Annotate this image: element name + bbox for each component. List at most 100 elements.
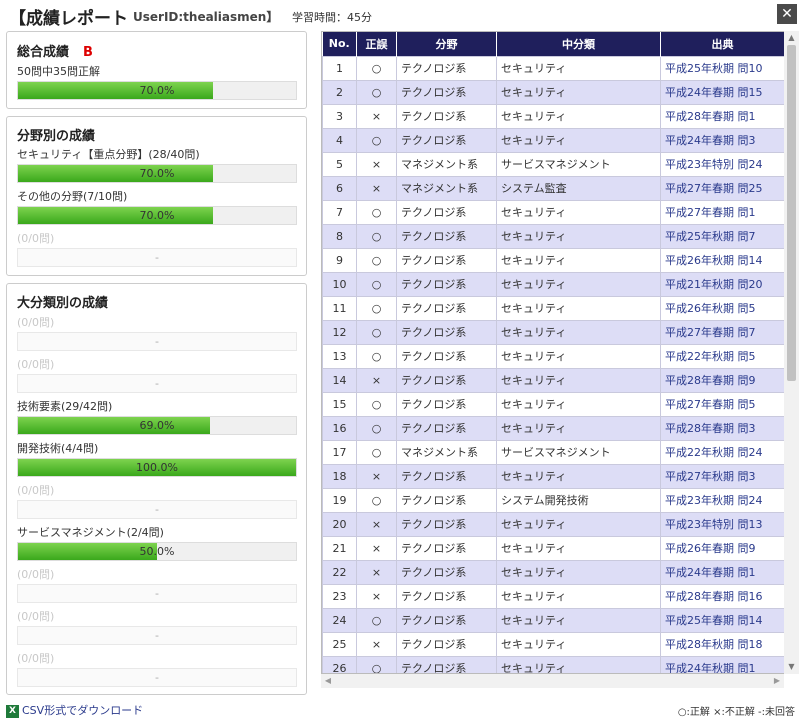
major-label: (0/0問): [17, 358, 55, 371]
close-button[interactable]: ✕: [777, 4, 797, 24]
result-mark: ×: [356, 103, 397, 129]
horizontal-scrollbar[interactable]: ◀ ▶: [321, 674, 784, 688]
csv-download-link[interactable]: X CSV形式でダウンロード: [6, 702, 143, 718]
table-row: 2 ○ テクノロジ系 セキュリティ 平成24年春期 問15: [322, 79, 785, 105]
major-progress-bar: -: [17, 332, 297, 351]
field-cell: テクノロジ系: [396, 247, 497, 273]
progress-fill: [18, 543, 157, 560]
field-cell: テクノロジ系: [396, 79, 497, 105]
major-label: (0/0問): [17, 610, 55, 623]
column-header-no: No.: [322, 32, 357, 56]
category-cell: セキュリティ: [496, 391, 661, 417]
result-mark: ○: [356, 295, 397, 321]
result-mark: ○: [356, 271, 397, 297]
table-row: 10 ○ テクノロジ系 セキュリティ 平成21年秋期 問20: [322, 271, 785, 297]
source-link[interactable]: 平成24年春期 問3: [660, 127, 785, 153]
result-mark: ×: [356, 511, 397, 537]
field-label: セキュリティ【重点分野】(28/40問): [17, 148, 200, 161]
field-cell: テクノロジ系: [396, 463, 497, 489]
field-cell: テクノロジ系: [396, 559, 497, 585]
question-number: 14: [322, 367, 357, 393]
category-cell: セキュリティ: [496, 199, 661, 225]
source-link[interactable]: 平成21年秋期 問20: [660, 271, 785, 297]
source-link[interactable]: 平成27年春期 問25: [660, 175, 785, 201]
progress-fill: [18, 82, 213, 99]
scroll-right-icon[interactable]: ▶: [773, 676, 781, 685]
category-cell: セキュリティ: [496, 247, 661, 273]
major-panel: 大分類別の成績 (0/0問) - (0/0問) - 技術要素(29/42問) 6…: [6, 283, 307, 695]
category-cell: セキュリティ: [496, 343, 661, 369]
field-cell: テクノロジ系: [396, 343, 497, 369]
question-number: 5: [322, 151, 357, 177]
table-row: 6 × マネジメント系 システム監査 平成27年春期 問25: [322, 175, 785, 201]
field-cell: テクノロジ系: [396, 103, 497, 129]
source-link[interactable]: 平成28年春期 問9: [660, 367, 785, 393]
major-progress-bar: 100.0%: [17, 458, 297, 477]
question-number: 4: [322, 127, 357, 153]
source-link[interactable]: 平成25年秋期 問10: [660, 55, 785, 81]
scroll-left-icon[interactable]: ◀: [324, 676, 332, 685]
results-table: No. 正誤 分野 中分類 出典 1 ○ テクノロジ系 セキュリティ 平成25年秋期 問…: [322, 32, 785, 673]
field-label: (0/0問): [17, 232, 55, 245]
question-number: 23: [322, 583, 357, 609]
major-progress-bar: 50.0%: [17, 542, 297, 561]
source-link[interactable]: 平成22年秋期 問24: [660, 439, 785, 465]
result-mark: ×: [356, 631, 397, 657]
question-number: 25: [322, 631, 357, 657]
source-link[interactable]: 平成28年春期 問3: [660, 415, 785, 441]
source-link[interactable]: 平成27年春期 問1: [660, 199, 785, 225]
results-table-container[interactable]: No. 正誤 分野 中分類 出典 1 ○ テクノロジ系 セキュリティ 平成25年秋期 問…: [321, 31, 799, 674]
source-link[interactable]: 平成27年秋期 問3: [660, 463, 785, 489]
question-number: 18: [322, 463, 357, 489]
source-link[interactable]: 平成24年秋期 問1: [660, 655, 785, 673]
field-cell: テクノロジ系: [396, 583, 497, 609]
field-title: 分野別の成績: [17, 129, 96, 144]
source-link[interactable]: 平成23年特別 問24: [660, 151, 785, 177]
question-number: 21: [322, 535, 357, 561]
overall-summary: 50問中35問正解: [17, 65, 100, 78]
scroll-thumb[interactable]: [787, 45, 796, 381]
table-header-row: No. 正誤 分野 中分類 出典: [322, 32, 785, 56]
table-row: 1 ○ テクノロジ系 セキュリティ 平成25年秋期 問10: [322, 55, 785, 81]
source-link[interactable]: 平成26年秋期 問5: [660, 295, 785, 321]
question-number: 26: [322, 655, 357, 673]
result-mark: ×: [356, 175, 397, 201]
source-link[interactable]: 平成25年秋期 問7: [660, 223, 785, 249]
progress-fill: [18, 165, 213, 182]
field-cell: マネジメント系: [396, 439, 497, 465]
overall-panel: 総合成績 B 50問中35問正解 70.0%: [6, 31, 307, 109]
major-label: サービスマネジメント(2/4問): [17, 526, 164, 539]
category-cell: セキュリティ: [496, 535, 661, 561]
source-link[interactable]: 平成24年春期 問1: [660, 559, 785, 585]
source-link[interactable]: 平成27年春期 問7: [660, 319, 785, 345]
field-panel: 分野別の成績 セキュリティ【重点分野】(28/40問) 70.0% その他の分野…: [6, 116, 307, 276]
source-link[interactable]: 平成22年秋期 問5: [660, 343, 785, 369]
category-cell: セキュリティ: [496, 511, 661, 537]
source-link[interactable]: 平成28年春期 問1: [660, 103, 785, 129]
source-link[interactable]: 平成28年秋期 問18: [660, 631, 785, 657]
field-cell: テクノロジ系: [396, 367, 497, 393]
progress-label: -: [155, 251, 159, 264]
scroll-down-icon[interactable]: ▼: [788, 662, 795, 671]
source-link[interactable]: 平成27年春期 問5: [660, 391, 785, 417]
table-row: 18 × テクノロジ系 セキュリティ 平成27年秋期 問3: [322, 463, 785, 489]
result-mark: ○: [356, 607, 397, 633]
grade-badge: B: [83, 45, 93, 60]
source-link[interactable]: 平成28年春期 問16: [660, 583, 785, 609]
column-header-result: 正誤: [356, 32, 397, 56]
scroll-up-icon[interactable]: ▲: [788, 33, 795, 42]
source-link[interactable]: 平成26年春期 問9: [660, 535, 785, 561]
progress-fill: [18, 417, 210, 434]
question-number: 1: [322, 55, 357, 81]
source-link[interactable]: 平成25年春期 問14: [660, 607, 785, 633]
table-row: 20 × テクノロジ系 セキュリティ 平成23年特別 問13: [322, 511, 785, 537]
table-row: 12 ○ テクノロジ系 セキュリティ 平成27年春期 問7: [322, 319, 785, 345]
source-link[interactable]: 平成24年春期 問15: [660, 79, 785, 105]
column-header-field: 分野: [396, 32, 497, 56]
category-cell: セキュリティ: [496, 319, 661, 345]
vertical-scrollbar[interactable]: ▲ ▼: [784, 31, 799, 674]
source-link[interactable]: 平成23年秋期 問24: [660, 487, 785, 513]
column-header-source: 出典: [660, 32, 785, 56]
source-link[interactable]: 平成23年特別 問13: [660, 511, 785, 537]
source-link[interactable]: 平成26年秋期 問14: [660, 247, 785, 273]
